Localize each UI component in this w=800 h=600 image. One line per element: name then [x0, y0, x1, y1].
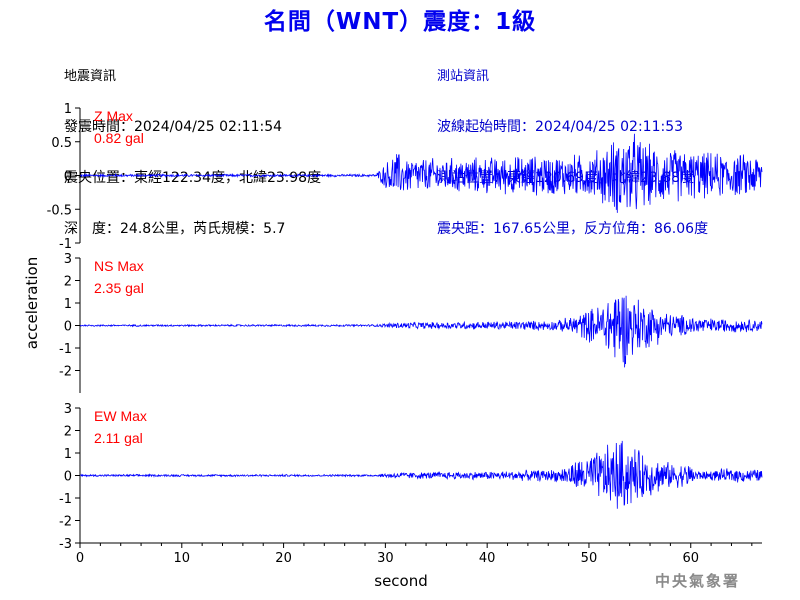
wave-start-time: 波線起始時間：2024/04/25 02:11:53	[437, 119, 684, 135]
ew-y-tick-label: -2	[59, 515, 72, 530]
quake-info: 地震資訊 發震時間：2024/04/25 02:11:54 震央位置：東經122…	[64, 34, 321, 255]
epicentral-distance: 震央距：167.65公里，反方位角：86.06度	[437, 221, 709, 237]
x-tick-label: 0	[76, 551, 84, 566]
ns-y-tick-label: -2	[59, 365, 72, 380]
ew-y-tick-label: 2	[64, 425, 72, 440]
z-y-tick-label: -0.5	[47, 203, 72, 218]
z-y-tick-label: 1	[64, 102, 72, 117]
ns-y-tick-label: 3	[64, 252, 72, 267]
agency-footer: 中央氣象署	[655, 572, 741, 590]
ew-y-tick-label: -1	[59, 492, 72, 507]
ns-y-tick-label: 0	[64, 320, 72, 335]
quake-info-heading: 地震資訊	[64, 69, 117, 84]
x-tick-label: 40	[479, 551, 496, 566]
z-y-tick-label: 0.5	[51, 136, 72, 151]
ew-max-value: 2.11 gal	[94, 430, 143, 446]
x-tick-label: 10	[174, 551, 191, 566]
x-tick-label: 60	[682, 551, 699, 566]
z-max-label: Z Max	[94, 108, 133, 124]
ew-y-tick-label: 3	[64, 402, 72, 417]
ns-max-label: NS Max	[94, 258, 144, 274]
ew-max-label: EW Max	[94, 408, 147, 424]
x-tick-label: 20	[275, 551, 292, 566]
y-axis-label: acceleration	[23, 257, 41, 349]
x-axis-label: second	[374, 572, 428, 590]
x-tick-label: 30	[377, 551, 394, 566]
ns-trace	[79, 295, 763, 368]
origin-time: 發震時間：2024/04/25 02:11:54	[64, 119, 283, 135]
x-tick-label: 50	[581, 551, 598, 566]
ns-max-value: 2.35 gal	[94, 280, 144, 296]
depth-magnitude: 深 度：24.8公里，芮氏規模：5.7	[64, 221, 286, 237]
station-info: 測站資訊 波線起始時間：2024/04/25 02:11:53 測站位置：東經1…	[437, 34, 708, 255]
z-max-value: 0.82 gal	[94, 130, 144, 146]
z-y-tick-label: 0	[64, 170, 72, 185]
ns-y-tick-label: 1	[64, 297, 72, 312]
z-trace	[79, 133, 763, 213]
z-y-tick-label: -1	[59, 237, 72, 252]
ew-y-tick-label: 0	[64, 470, 72, 485]
ns-y-tick-label: 2	[64, 275, 72, 290]
ew-y-tick-label: 1	[64, 447, 72, 462]
epicenter: 震央位置：東經122.34度，北緯23.98度	[64, 170, 322, 186]
chart-title: 名間（WNT）震度：1級	[263, 9, 537, 35]
ns-y-tick-label: -1	[59, 342, 72, 357]
ew-trace	[79, 440, 763, 509]
ew-y-tick-label: -3	[59, 537, 72, 552]
station-info-heading: 測站資訊	[437, 69, 490, 84]
